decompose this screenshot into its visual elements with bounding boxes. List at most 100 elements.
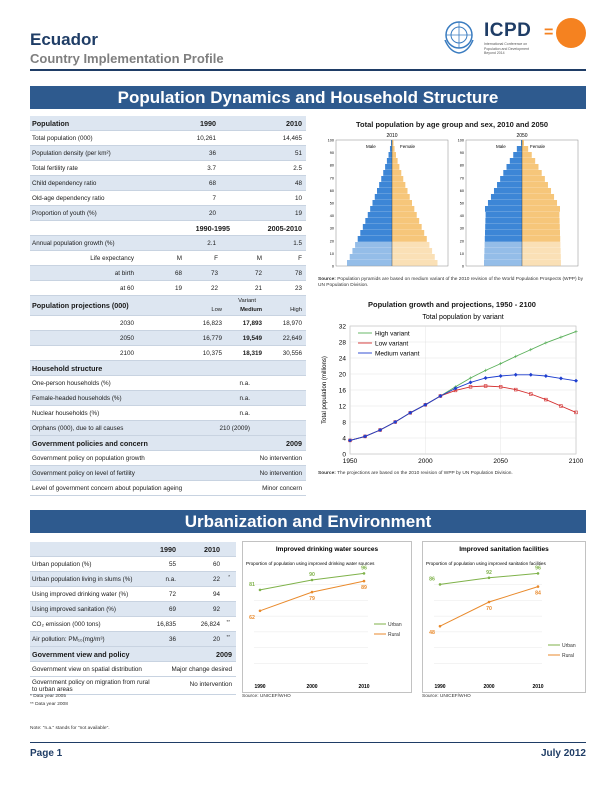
growth-point (544, 341, 548, 345)
life-col-m1: M (176, 255, 182, 262)
section-banner-population: Population Dynamics and Household Struct… (30, 86, 586, 109)
small-chart-data-label: 84 (535, 591, 541, 597)
projections-heading: Population projections (000) (32, 301, 129, 310)
growth-label: Annual population growth (%) (32, 240, 115, 247)
urban-year-col-2: 2010 (204, 545, 220, 554)
pyramid-male-bar (500, 176, 522, 182)
birth-label: at birth (114, 270, 134, 277)
pyramid-female-bar (392, 164, 400, 170)
projection-low: 16,823 (202, 320, 222, 327)
gov-view-value: Major change desired (171, 666, 232, 673)
life-expectancy-label: Life expectancy (90, 255, 134, 262)
urban-label: Air pollution: PM₁₀(mg/m³) (32, 636, 105, 643)
table-row: Population density (per km²) 36 51 (30, 146, 306, 161)
small-chart-point (310, 578, 314, 582)
projection-medium: 17,893 (242, 320, 262, 327)
urban-value-2010: 92 (212, 606, 220, 613)
policies-year: 2009 (286, 439, 302, 448)
projection-low: 16,779 (202, 335, 222, 342)
growth-x-tick: 1950 (343, 458, 358, 465)
pyramid-source-label: Source: (318, 277, 336, 282)
pyramid-female-bar (522, 182, 548, 188)
header-divider (30, 69, 586, 71)
household-label: Female-headed households (%) (32, 395, 122, 402)
pyramid-male-bar (493, 188, 522, 194)
icpd-logo: ICPD (484, 20, 532, 41)
pyramid-male-bar (509, 158, 522, 164)
household-label: Nuclear households (%) (32, 410, 100, 417)
small-chart-point (438, 583, 442, 586)
table-row: Government view on spatial distribution … (30, 662, 236, 677)
small-chart-point (487, 576, 491, 580)
pyramid-male-bar (485, 218, 522, 224)
table-row: Urban population living in slums (%) n.a.… (30, 572, 236, 587)
row-value-1990: 20 (208, 210, 216, 217)
pyramid-y-tick: 20 (460, 239, 464, 243)
pyramid-y-tick: 10 (460, 252, 464, 256)
pyramid-male-bar (521, 140, 522, 146)
growth-y-tick: 12 (339, 404, 347, 411)
growth-point (559, 335, 563, 339)
household-value: 210 (2009) (219, 425, 250, 432)
growth-point (438, 394, 443, 398)
pyramid-male-label: Male (366, 144, 376, 149)
urban-value-1990: n.a. (165, 576, 176, 583)
pyramid-female-bar (392, 260, 438, 266)
projection-low: 10,375 (202, 350, 222, 357)
row-value-2010: 19 (294, 210, 302, 217)
pyramid-chart-title: Total population by age group and sex, 2… (356, 120, 548, 129)
policy-label: Level of government concern about popula… (32, 485, 183, 492)
pyramid-female-bar (522, 200, 558, 206)
pyramid-y-tick: 80 (330, 164, 334, 168)
table-row: Government policy on level of fertility N… (30, 466, 306, 481)
age60-value: 21 (254, 285, 262, 292)
pyramid-male-bar (487, 200, 522, 206)
row-value-2010: 2.5 (293, 165, 302, 172)
small-chart-data-label: 48 (429, 630, 435, 636)
pyramid-female-bar (522, 254, 561, 260)
pyramid-male-bar (497, 182, 522, 188)
pyramid-female-bar (522, 176, 545, 182)
urban-header-row: 1990 2010 (30, 542, 236, 557)
logo-orange-circle (556, 18, 586, 48)
gov-migration-label: Government policy on migration from rura… (32, 679, 150, 693)
table-row: Urban population (%) 55 60 (30, 557, 236, 572)
pyramid-y-tick: 40 (460, 214, 464, 218)
pyramid-female-bar (392, 230, 425, 236)
table-row: Old-age dependency ratio 7 10 (30, 191, 306, 206)
projection-medium: 18,319 (242, 350, 262, 357)
population-table: Population 1990 2010 Total population (0… (30, 116, 306, 496)
urban-value-2010: 60 (212, 561, 220, 568)
table-row: Proportion of youth (%) 20 19 (30, 206, 306, 221)
pyramid-y-tick: 100 (328, 139, 334, 143)
urban-value-1990: 36 (168, 636, 176, 643)
pyramid-female-bar (392, 200, 412, 206)
period-header-row: 1990-1995 2005-2010 (30, 221, 306, 236)
pyramid-female-bar (522, 170, 542, 176)
projection-high: 22,649 (282, 335, 302, 342)
pyramid-y-tick: 0 (332, 265, 334, 269)
growth-point (468, 385, 473, 389)
sanitation-chart: Improved sanitation facilities Proportion… (422, 541, 586, 693)
table-row: Level of government concern about popula… (30, 481, 306, 496)
row-label: Proportion of youth (%) (32, 210, 97, 217)
pyramid-source-text: Population pyramids are based on medium … (318, 277, 583, 288)
small-chart-point (362, 572, 366, 575)
pyramid-y-tick: 90 (460, 151, 464, 155)
pyramid-male-bar (379, 182, 392, 188)
growth-point (529, 348, 533, 352)
icpd-logo-subtext: International Conference on Population a… (484, 42, 529, 55)
chart-frame (242, 541, 412, 693)
pyramid-female-bar (522, 158, 536, 164)
policies-header-row: Government policies and concern 2009 (30, 436, 306, 451)
growth-point (483, 376, 488, 380)
pyramid-female-bar (392, 194, 410, 200)
urban-year-col-1: 1990 (160, 545, 176, 554)
pyramid-female-label: Female (400, 144, 416, 149)
pyramid-male-bar (485, 212, 522, 218)
urban-label: Using improved drinking water (%) (32, 591, 129, 598)
pyramid-female-bar (392, 158, 398, 164)
small-chart-legend-label: Rural (562, 653, 574, 659)
growth-point (529, 392, 533, 396)
household-heading: Household structure (32, 364, 103, 373)
